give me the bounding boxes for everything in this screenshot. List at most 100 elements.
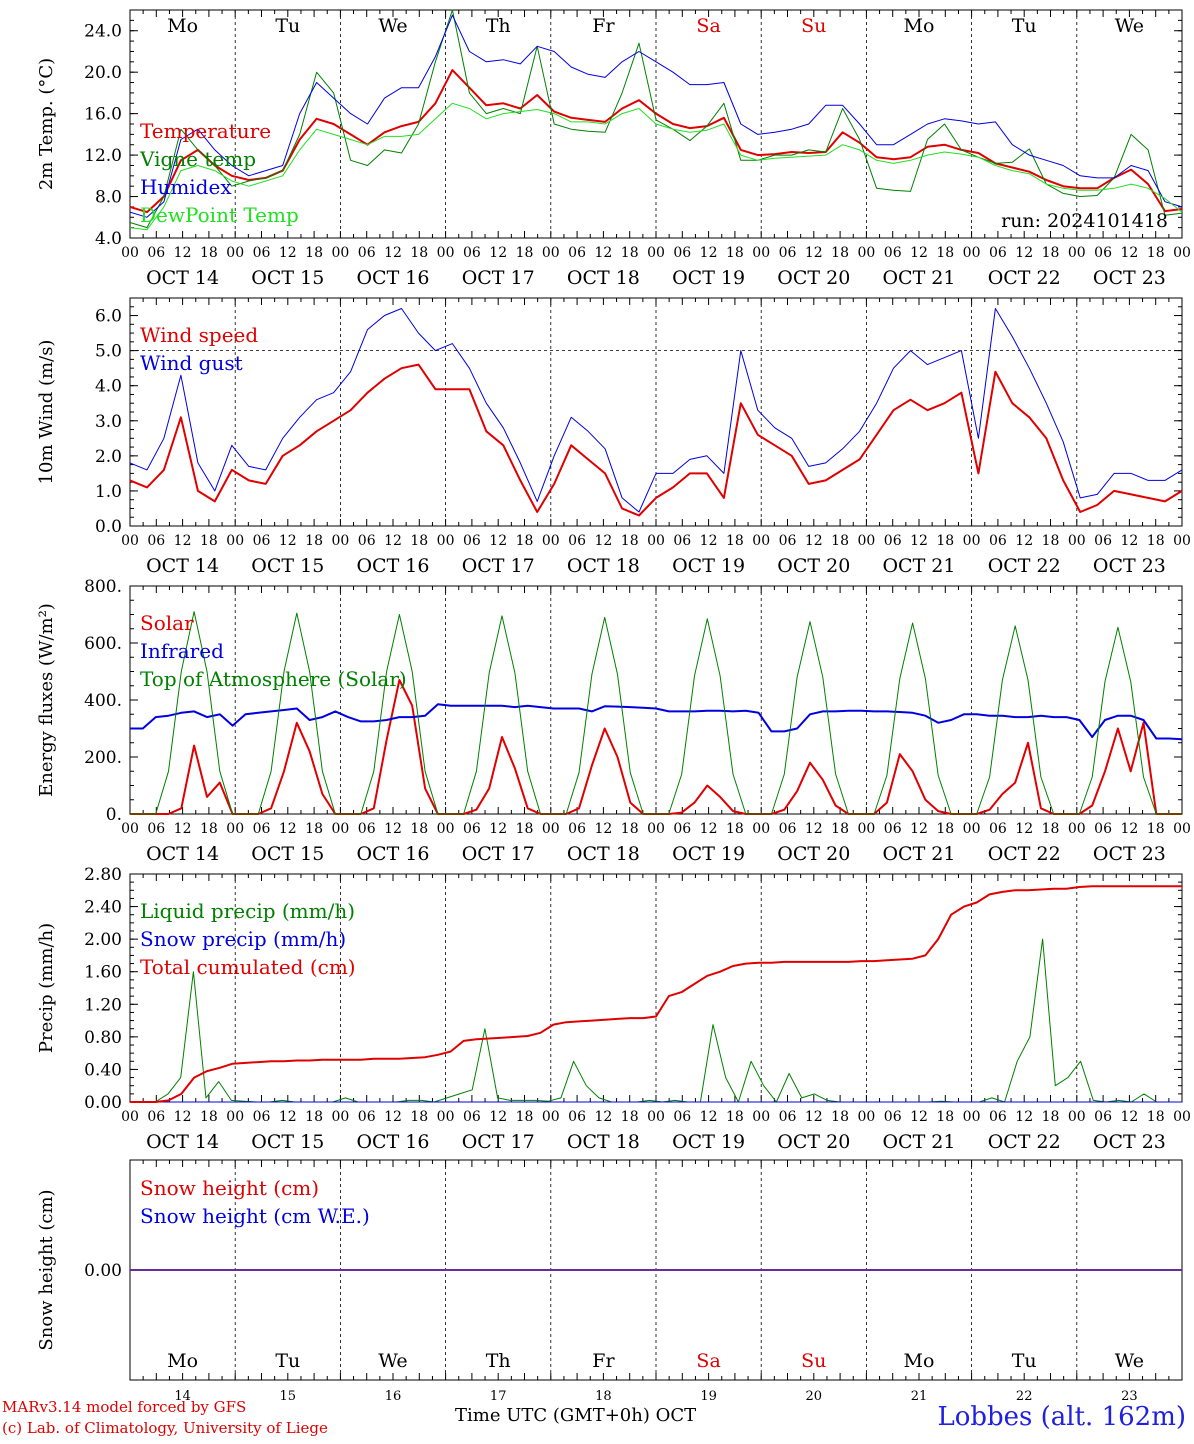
hour-label: 00 <box>542 533 560 549</box>
weekday-label: Fr <box>592 15 615 37</box>
hour-label: 18 <box>410 1109 428 1125</box>
series-line-temperature <box>129 69 1183 214</box>
hour-label: 06 <box>989 245 1007 261</box>
hour-label: 00 <box>437 821 455 837</box>
hour-label: 06 <box>253 245 271 261</box>
y-tick-label: 4.0 <box>95 229 122 249</box>
hour-label: 18 <box>1042 533 1060 549</box>
hour-label: 06 <box>568 821 586 837</box>
day-number-label: 23 <box>1121 1389 1138 1404</box>
date-label: OCT 14 <box>146 267 219 289</box>
hour-label: 06 <box>1094 245 1112 261</box>
hour-label: 18 <box>1147 533 1165 549</box>
hour-label: 12 <box>174 1109 192 1125</box>
date-label: OCT 22 <box>988 267 1061 289</box>
weekday-label: Mo <box>904 1350 935 1372</box>
weekday-label: Fr <box>592 1350 615 1372</box>
hour-label: 06 <box>147 245 165 261</box>
hour-label: 06 <box>884 1109 902 1125</box>
hour-label: 18 <box>305 1109 323 1125</box>
hour-label: 18 <box>621 821 639 837</box>
y-tick-label: 1.20 <box>84 995 122 1015</box>
hour-label: 06 <box>779 533 797 549</box>
date-label: OCT 20 <box>777 1131 850 1153</box>
hour-label: 06 <box>147 821 165 837</box>
date-label: OCT 16 <box>356 555 429 577</box>
hour-label: 18 <box>936 533 954 549</box>
day-number-label: 18 <box>595 1389 612 1404</box>
y-tick-label: 12.0 <box>84 146 122 166</box>
y-tick-label: 1.60 <box>84 963 122 983</box>
hour-label: 00 <box>647 821 665 837</box>
date-label: OCT 15 <box>251 555 324 577</box>
weekday-label: Th <box>486 1350 511 1372</box>
time-axis-title: Time UTC (GMT+0h) OCT <box>455 1405 696 1426</box>
hour-label: 00 <box>963 533 981 549</box>
series-line-wind-gust <box>129 308 1183 513</box>
hour-label: 00 <box>1173 245 1191 261</box>
legend-entry: Top of Atmosphere (Solar) <box>140 667 407 691</box>
hour-label: 12 <box>489 1109 507 1125</box>
hour-label: 06 <box>358 821 376 837</box>
day-number-label: 19 <box>700 1389 717 1404</box>
hour-label: 06 <box>673 245 691 261</box>
y-tick-label: 2.40 <box>84 898 122 918</box>
legend-entry: Wind speed <box>140 323 258 347</box>
hour-label: 12 <box>1120 821 1138 837</box>
hour-label: 06 <box>463 1109 481 1125</box>
legend-entry: Humidex <box>140 175 232 199</box>
hour-label: 00 <box>331 821 349 837</box>
hour-label: 00 <box>226 533 244 549</box>
date-label: OCT 18 <box>567 555 640 577</box>
hour-label: 12 <box>1015 533 1033 549</box>
hour-label: 12 <box>384 1109 402 1125</box>
hour-label: 18 <box>200 821 218 837</box>
hour-label: 06 <box>1094 533 1112 549</box>
hour-label: 12 <box>489 821 507 837</box>
weekday-label: Tu <box>275 1350 300 1372</box>
hour-label: 18 <box>516 533 534 549</box>
hour-label: 18 <box>305 245 323 261</box>
hour-label: 00 <box>1068 1109 1086 1125</box>
date-label: OCT 18 <box>567 267 640 289</box>
y-tick-label: 0.0 <box>95 517 122 537</box>
date-label: OCT 16 <box>356 843 429 865</box>
legend-entry: Vigne temp <box>139 147 256 171</box>
hour-label: 06 <box>673 821 691 837</box>
hour-label: 12 <box>1120 1109 1138 1125</box>
hour-label: 12 <box>1120 245 1138 261</box>
y-tick-label: 4.0 <box>95 377 122 397</box>
legend-entry: DewPoint Temp <box>140 203 299 227</box>
y-tick-label: 0.80 <box>84 1028 122 1048</box>
hour-label: 18 <box>621 1109 639 1125</box>
panel-3: 0. 200. 400. 600. 800. Energy fluxes (W/m²) So… <box>36 577 1191 865</box>
date-label: OCT 21 <box>882 843 955 865</box>
date-label: OCT 15 <box>251 267 324 289</box>
model-credit: MARv3.14 model forced by GFS <box>2 1398 247 1416</box>
hour-label: 12 <box>1015 245 1033 261</box>
weekday-label: Mo <box>167 1350 198 1372</box>
date-label: OCT 18 <box>567 1131 640 1153</box>
hour-label: 12 <box>594 533 612 549</box>
day-number-label: 21 <box>911 1389 928 1404</box>
hour-label: 18 <box>621 533 639 549</box>
date-label: OCT 18 <box>567 843 640 865</box>
hour-label: 00 <box>437 245 455 261</box>
hour-label: 18 <box>200 1109 218 1125</box>
hour-label: 12 <box>910 1109 928 1125</box>
series-line-humidex <box>129 14 1183 218</box>
hour-label: 12 <box>279 821 297 837</box>
hour-label: 00 <box>437 533 455 549</box>
hour-label: 06 <box>884 245 902 261</box>
hour-label: 18 <box>726 821 744 837</box>
date-label: OCT 15 <box>251 1131 324 1153</box>
y-tick-label: 800. <box>84 577 122 597</box>
hour-label: 12 <box>700 533 718 549</box>
hour-label: 12 <box>805 533 823 549</box>
weekday-label: Tu <box>275 15 300 37</box>
hour-label: 00 <box>1173 821 1191 837</box>
y-tick-label: 0. <box>106 805 122 825</box>
hour-label: 00 <box>331 245 349 261</box>
hour-label: 00 <box>121 821 139 837</box>
hour-label: 12 <box>700 245 718 261</box>
